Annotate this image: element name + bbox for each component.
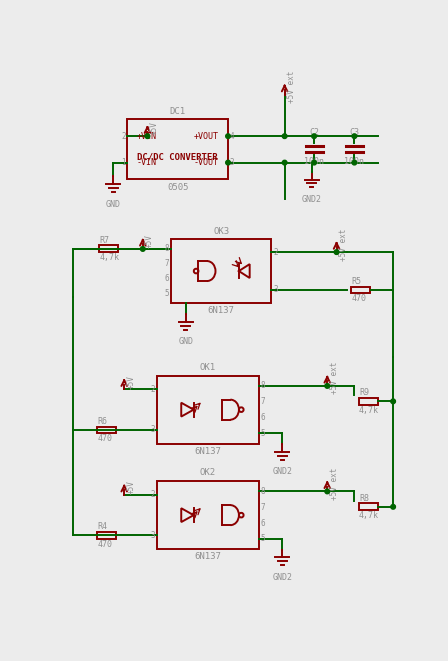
Circle shape	[226, 161, 230, 165]
Circle shape	[391, 399, 396, 404]
Circle shape	[325, 489, 330, 494]
Text: 470: 470	[97, 434, 112, 444]
Text: 3: 3	[273, 286, 278, 295]
Text: 2: 2	[273, 248, 278, 256]
Circle shape	[312, 134, 316, 139]
Text: 470: 470	[351, 294, 366, 303]
Text: +5V ext: +5V ext	[339, 228, 348, 260]
Text: 4,7k: 4,7k	[359, 406, 379, 414]
Circle shape	[145, 134, 150, 139]
Circle shape	[226, 134, 230, 139]
Bar	[171, 239, 271, 303]
Text: 6: 6	[164, 274, 169, 283]
Text: 8: 8	[261, 487, 265, 496]
Text: 6N137: 6N137	[194, 447, 221, 455]
Text: 100n: 100n	[304, 157, 324, 166]
Text: DC1: DC1	[170, 106, 186, 116]
Text: 7: 7	[164, 259, 169, 268]
Text: 4,7k: 4,7k	[359, 511, 379, 520]
Text: GND2: GND2	[302, 195, 322, 204]
Text: 4,7k: 4,7k	[99, 253, 120, 262]
Text: 7: 7	[261, 502, 265, 512]
Text: OK2: OK2	[200, 469, 216, 477]
Text: GND: GND	[178, 337, 194, 346]
Circle shape	[334, 250, 339, 254]
Text: -VIN: -VIN	[137, 158, 157, 167]
Text: 470: 470	[97, 539, 112, 549]
Text: R7: R7	[99, 236, 109, 245]
Text: 0505: 0505	[167, 182, 189, 192]
Text: GND2: GND2	[272, 572, 292, 582]
Circle shape	[391, 504, 396, 509]
Text: 6: 6	[261, 519, 265, 527]
Text: 8: 8	[164, 245, 169, 253]
Text: R4: R4	[97, 522, 107, 531]
Circle shape	[352, 134, 357, 139]
Text: 6N137: 6N137	[194, 552, 221, 561]
Text: DC/DC CONVERTER: DC/DC CONVERTER	[138, 152, 218, 161]
Text: +VIN: +VIN	[137, 132, 157, 141]
Text: 3: 3	[151, 426, 155, 434]
Circle shape	[141, 247, 145, 251]
Circle shape	[282, 161, 287, 165]
Text: GND: GND	[106, 200, 121, 209]
Text: 5: 5	[164, 289, 169, 297]
Text: R9: R9	[359, 388, 369, 397]
Circle shape	[312, 161, 316, 165]
Circle shape	[325, 383, 330, 388]
Text: GND2: GND2	[272, 467, 292, 476]
Text: 5: 5	[261, 534, 265, 543]
Circle shape	[282, 134, 287, 139]
Text: R6: R6	[97, 416, 107, 426]
Text: +5V: +5V	[126, 480, 136, 494]
Bar	[359, 504, 378, 510]
Bar	[99, 245, 118, 253]
Text: +VOUT: +VOUT	[194, 132, 219, 141]
Text: +5V ext: +5V ext	[287, 71, 296, 103]
Text: C2: C2	[309, 128, 319, 137]
Text: 6: 6	[261, 413, 265, 422]
Bar	[351, 286, 370, 293]
Text: 3: 3	[151, 531, 155, 540]
Text: 2: 2	[151, 490, 155, 499]
Bar	[157, 481, 259, 549]
Text: C3: C3	[349, 128, 359, 137]
Bar	[359, 398, 378, 405]
Circle shape	[352, 161, 357, 165]
Text: 3: 3	[229, 158, 234, 167]
Text: 2: 2	[151, 385, 155, 394]
Text: R8: R8	[359, 494, 369, 502]
Text: +5V: +5V	[126, 375, 136, 389]
Bar	[97, 532, 116, 539]
Text: +5V: +5V	[145, 234, 154, 248]
Text: 1: 1	[121, 158, 126, 167]
Text: +5V: +5V	[150, 122, 159, 136]
Text: -VOUT: -VOUT	[194, 158, 219, 167]
Text: OK3: OK3	[213, 227, 229, 235]
Text: +5V ext: +5V ext	[330, 467, 339, 500]
Bar	[127, 120, 228, 179]
Bar	[97, 426, 116, 434]
Text: 2: 2	[121, 132, 126, 141]
Text: 7: 7	[261, 397, 265, 406]
Text: 6N137: 6N137	[207, 305, 234, 315]
Text: 100n: 100n	[345, 157, 364, 166]
Text: R5: R5	[351, 277, 361, 286]
Text: OK1: OK1	[200, 363, 216, 372]
Bar	[157, 375, 259, 444]
Text: 5: 5	[261, 429, 265, 438]
Text: +5V ext: +5V ext	[330, 362, 339, 395]
Text: 8: 8	[261, 381, 265, 391]
Text: 4: 4	[229, 132, 234, 141]
